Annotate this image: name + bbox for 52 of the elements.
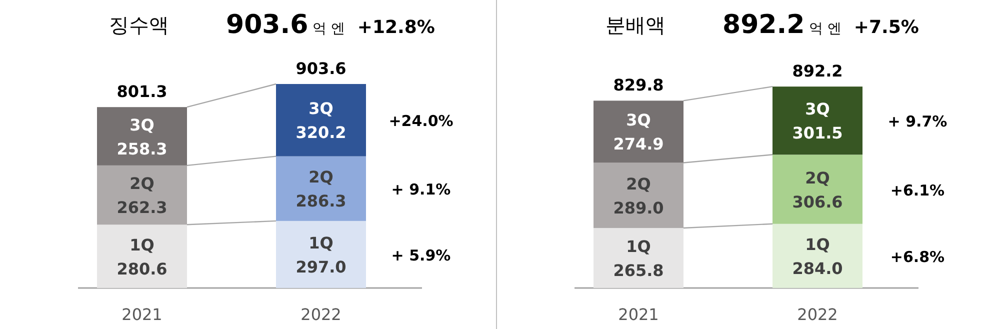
x-tick-label: 2021 — [122, 305, 162, 324]
text: 3Q — [805, 100, 830, 119]
series-label: 2Q — [130, 174, 154, 194]
total-label: 903.6 — [296, 59, 346, 78]
bar — [276, 84, 366, 156]
series-label: 3Q — [626, 110, 651, 130]
annotation: +6.8% — [890, 248, 945, 266]
data-label: 274.9 — [613, 134, 664, 154]
bar — [276, 156, 366, 221]
chart-title: 징수액 — [109, 13, 169, 37]
series-label: 1Q — [130, 235, 154, 254]
series-label: 3Q — [130, 115, 154, 134]
data-label: 301.5 — [792, 124, 843, 143]
chart-subtitle: 903.6 억 엔 +12.8% — [226, 10, 435, 40]
x-tick-label: 2022 — [797, 305, 838, 324]
bar — [97, 107, 187, 166]
bar — [772, 154, 862, 224]
data-label: 320.2 — [296, 123, 346, 142]
data-label: 265.8 — [613, 260, 664, 280]
data-label: 280.6 — [116, 259, 168, 278]
data-label: 297.0 — [296, 257, 346, 276]
annotation: +6.1% — [890, 181, 945, 200]
text: 2Q — [805, 168, 830, 188]
bar — [97, 224, 187, 288]
text: 1Q — [308, 233, 334, 252]
bar — [594, 100, 684, 163]
total-label: 801.3 — [116, 82, 168, 102]
x-tick-label: 2021 — [618, 305, 659, 324]
annotation: + 5.9% — [391, 246, 451, 264]
bar — [772, 86, 862, 155]
annotation: + 9.7% — [888, 112, 948, 131]
bar — [772, 224, 862, 288]
total-label: 829.8 — [613, 76, 664, 95]
series-label: 1Q — [626, 236, 651, 256]
bar — [594, 228, 684, 288]
data-label: 289.0 — [613, 198, 664, 218]
total-label: 892.2 — [792, 62, 843, 81]
text: 2Q — [308, 168, 334, 187]
data-label: 258.3 — [116, 139, 168, 158]
annotation: +24.0% — [388, 112, 454, 130]
chart-subtitle: 892.2 억 엔 +7.5% — [722, 10, 919, 40]
series-label: 2Q — [626, 174, 651, 194]
bar — [276, 220, 366, 288]
data-label: 262.3 — [116, 198, 168, 218]
annotation: + 9.1% — [391, 180, 451, 199]
x-tick-label: 2022 — [300, 305, 342, 324]
data-label: 286.3 — [296, 192, 346, 211]
chart-title: 분배액 — [606, 13, 666, 37]
data-label: 306.6 — [792, 192, 843, 212]
text: 1Q — [805, 234, 830, 254]
text: 3Q — [308, 99, 334, 118]
data-label: 284.0 — [792, 258, 843, 278]
